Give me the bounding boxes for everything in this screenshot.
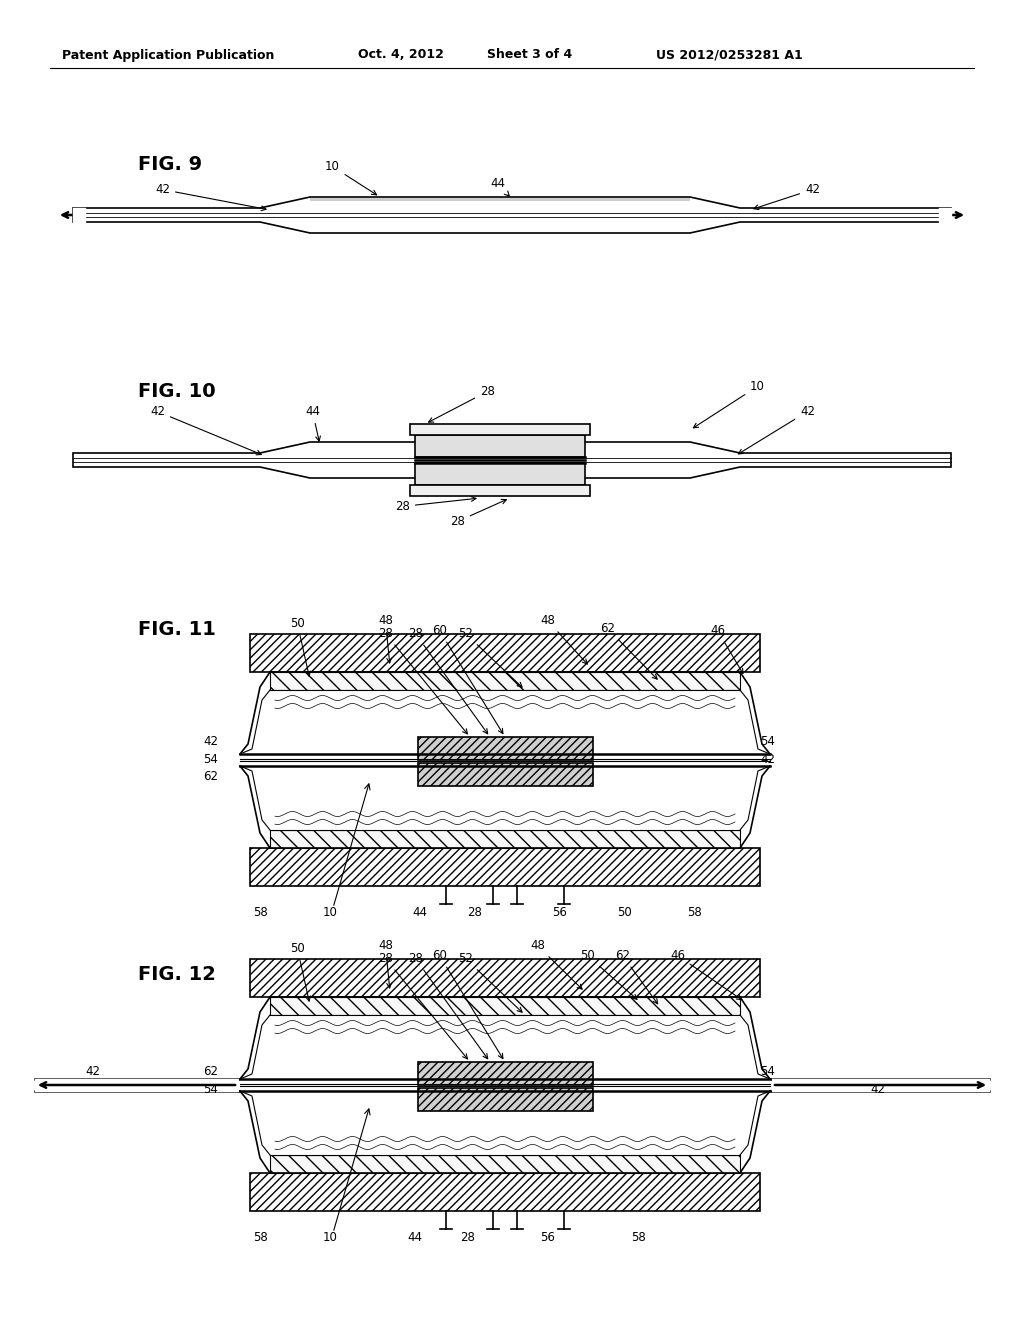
- Text: 60: 60: [432, 624, 503, 734]
- Text: FIG. 12: FIG. 12: [138, 965, 216, 983]
- Polygon shape: [73, 442, 951, 478]
- Bar: [270, 830, 740, 847]
- Bar: [418, 763, 593, 785]
- Text: 50: 50: [290, 942, 310, 1001]
- Text: 42: 42: [760, 752, 775, 766]
- Text: 28: 28: [395, 496, 476, 513]
- Text: 60: 60: [432, 949, 503, 1059]
- Text: 48: 48: [378, 939, 393, 987]
- Bar: [270, 1015, 740, 1155]
- Text: 52: 52: [458, 952, 522, 1012]
- Text: 44: 44: [408, 1232, 423, 1243]
- Text: 58: 58: [253, 1232, 267, 1243]
- Text: 28: 28: [408, 627, 487, 734]
- Text: 54: 54: [760, 735, 775, 748]
- Text: 42: 42: [754, 183, 820, 210]
- Bar: [415, 436, 585, 457]
- Text: 46: 46: [710, 624, 743, 673]
- Text: 10: 10: [323, 1232, 338, 1243]
- Text: 28: 28: [408, 952, 487, 1059]
- Polygon shape: [73, 197, 951, 234]
- Bar: [418, 737, 593, 760]
- Text: 42: 42: [155, 183, 266, 211]
- Text: 62: 62: [600, 622, 657, 678]
- Text: 42: 42: [870, 1082, 885, 1096]
- Text: 48: 48: [378, 614, 393, 663]
- Text: 28: 28: [429, 385, 495, 422]
- Bar: [270, 1155, 740, 1173]
- Text: 28: 28: [378, 627, 468, 734]
- Text: 52: 52: [458, 627, 522, 688]
- Text: 62: 62: [615, 949, 657, 1003]
- Text: 50: 50: [580, 949, 637, 999]
- Text: 54: 54: [203, 752, 218, 766]
- Text: 48: 48: [540, 614, 588, 664]
- Text: FIG. 11: FIG. 11: [138, 620, 216, 639]
- Text: Sheet 3 of 4: Sheet 3 of 4: [487, 49, 572, 62]
- Text: 28: 28: [468, 906, 482, 919]
- Text: 62: 62: [203, 1065, 218, 1078]
- Text: 42: 42: [738, 405, 815, 454]
- Text: 50: 50: [290, 616, 310, 676]
- Text: 62: 62: [203, 770, 218, 783]
- Bar: [250, 1173, 760, 1210]
- Bar: [415, 463, 585, 484]
- Text: 56: 56: [553, 906, 567, 919]
- Bar: [410, 424, 590, 436]
- Bar: [410, 484, 590, 496]
- Text: 28: 28: [450, 499, 506, 528]
- Text: 28: 28: [461, 1232, 475, 1243]
- Text: Oct. 4, 2012: Oct. 4, 2012: [358, 49, 443, 62]
- Text: 54: 54: [760, 1065, 775, 1078]
- Text: 48: 48: [530, 939, 582, 989]
- Text: US 2012/0253281 A1: US 2012/0253281 A1: [656, 49, 803, 62]
- Text: 42: 42: [85, 1065, 100, 1078]
- Text: 44: 44: [305, 405, 321, 441]
- Text: FIG. 10: FIG. 10: [138, 381, 216, 401]
- Bar: [250, 634, 760, 672]
- Text: 28: 28: [378, 952, 468, 1059]
- Bar: [250, 960, 760, 997]
- Text: 42: 42: [203, 735, 218, 748]
- Polygon shape: [310, 198, 690, 201]
- Text: 56: 56: [541, 1232, 555, 1243]
- Bar: [270, 997, 740, 1015]
- Text: 42: 42: [150, 405, 261, 455]
- Text: 44: 44: [413, 906, 427, 919]
- Bar: [250, 847, 760, 886]
- Text: 44: 44: [490, 177, 509, 197]
- Bar: [270, 672, 740, 690]
- Text: 50: 50: [617, 906, 633, 919]
- Text: 10: 10: [325, 160, 377, 195]
- Text: 46: 46: [670, 949, 741, 999]
- Bar: [418, 1063, 593, 1085]
- Text: 58: 58: [688, 906, 702, 919]
- Text: Patent Application Publication: Patent Application Publication: [62, 49, 274, 62]
- Bar: [418, 1088, 593, 1111]
- Text: 10: 10: [323, 906, 338, 919]
- Bar: [270, 690, 740, 830]
- Text: FIG. 9: FIG. 9: [138, 154, 202, 174]
- Text: 58: 58: [631, 1232, 645, 1243]
- Text: 54: 54: [203, 1082, 218, 1096]
- Text: 58: 58: [253, 906, 267, 919]
- Text: 10: 10: [693, 380, 765, 428]
